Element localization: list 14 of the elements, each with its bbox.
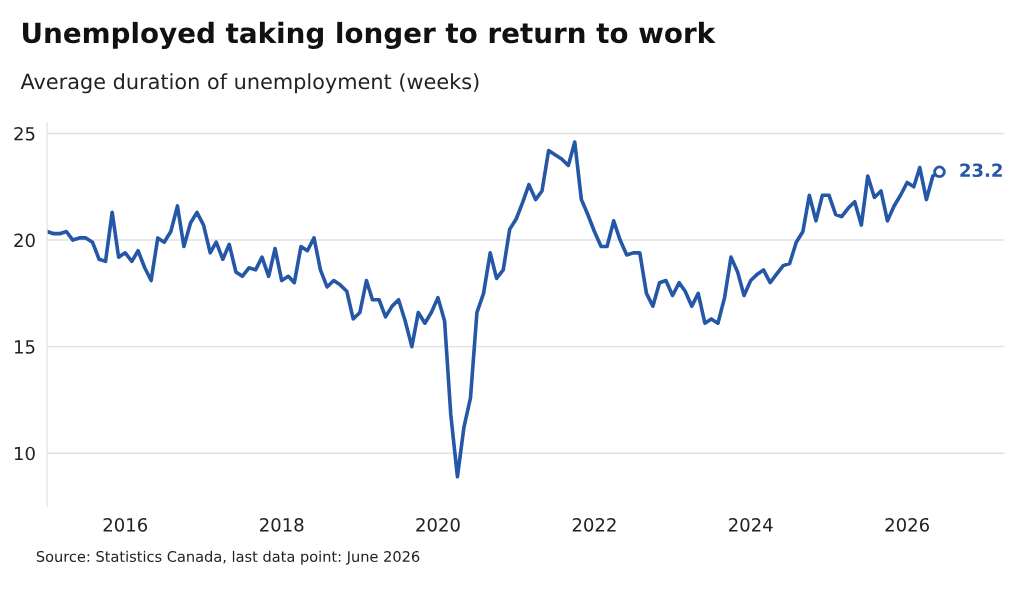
chart-subtitle: Average duration of unemployment (weeks)	[20, 73, 479, 94]
x-tick-label: 2026	[885, 517, 929, 532]
x-tick-label: 2022	[572, 517, 616, 532]
chart-title: Unemployed taking longer to return to work	[23, 21, 716, 49]
y-tick-label: 25	[14, 126, 35, 141]
y-tick-label: 10	[15, 446, 35, 461]
data-label: 23.2	[960, 163, 1002, 178]
y-tick-label: 15	[15, 340, 35, 354]
x-tick-label: 2016	[103, 517, 148, 532]
x-tick-label: 2018	[260, 517, 304, 532]
x-tick-label: 2020	[416, 517, 460, 532]
y-tick-label: 20	[14, 233, 35, 248]
x-tick-label: 2024	[729, 517, 773, 532]
source-note: Source: Statistics Canada, last data point: June 2026	[36, 550, 420, 565]
